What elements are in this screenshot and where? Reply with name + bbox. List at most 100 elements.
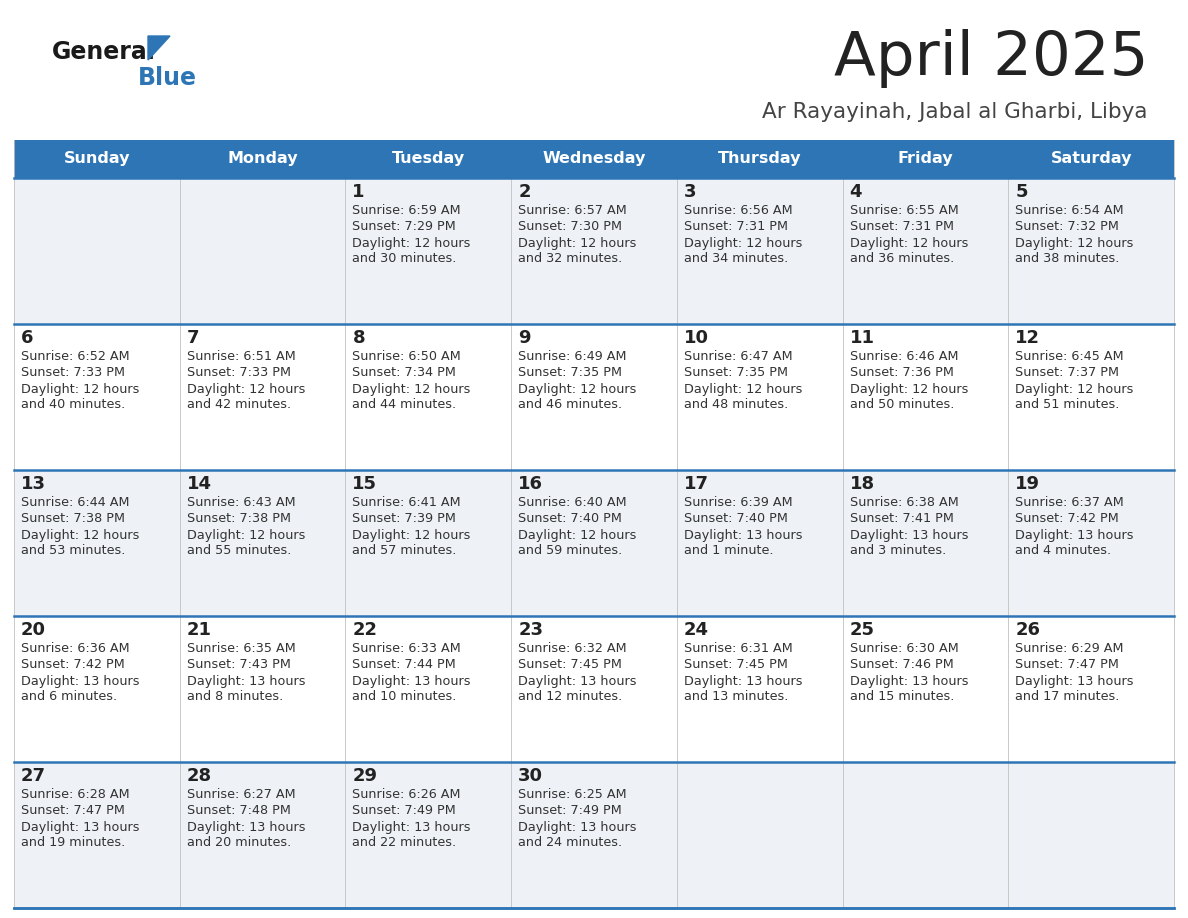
Text: Sunset: 7:35 PM: Sunset: 7:35 PM: [518, 366, 623, 379]
Text: 25: 25: [849, 621, 874, 639]
Text: Sunrise: 6:35 AM: Sunrise: 6:35 AM: [187, 643, 296, 655]
Text: 9: 9: [518, 329, 531, 347]
Text: Daylight: 13 hours: Daylight: 13 hours: [187, 675, 305, 688]
Text: Daylight: 12 hours: Daylight: 12 hours: [353, 237, 470, 250]
Text: and 57 minutes.: and 57 minutes.: [353, 544, 457, 557]
Text: Daylight: 12 hours: Daylight: 12 hours: [353, 529, 470, 542]
Text: Daylight: 12 hours: Daylight: 12 hours: [518, 237, 637, 250]
Text: and 42 minutes.: and 42 minutes.: [187, 398, 291, 411]
Text: and 4 minutes.: and 4 minutes.: [1016, 544, 1112, 557]
Text: Wednesday: Wednesday: [542, 151, 646, 166]
Text: Sunset: 7:43 PM: Sunset: 7:43 PM: [187, 658, 291, 671]
Text: Daylight: 13 hours: Daylight: 13 hours: [849, 675, 968, 688]
Text: Daylight: 13 hours: Daylight: 13 hours: [21, 821, 139, 834]
Text: Sunset: 7:33 PM: Sunset: 7:33 PM: [187, 366, 291, 379]
Text: Daylight: 12 hours: Daylight: 12 hours: [353, 383, 470, 396]
Text: Blue: Blue: [138, 66, 197, 90]
Text: Monday: Monday: [227, 151, 298, 166]
Text: Daylight: 12 hours: Daylight: 12 hours: [1016, 383, 1133, 396]
Text: Sunrise: 6:59 AM: Sunrise: 6:59 AM: [353, 205, 461, 218]
Text: 6: 6: [21, 329, 33, 347]
Text: and 20 minutes.: and 20 minutes.: [187, 836, 291, 849]
Text: and 30 minutes.: and 30 minutes.: [353, 252, 457, 265]
Text: Ar Rayayinah, Jabal al Gharbi, Libya: Ar Rayayinah, Jabal al Gharbi, Libya: [763, 102, 1148, 122]
Text: 8: 8: [353, 329, 365, 347]
Text: 26: 26: [1016, 621, 1041, 639]
Text: 16: 16: [518, 475, 543, 493]
Bar: [14, 470, 1174, 616]
Text: Daylight: 13 hours: Daylight: 13 hours: [353, 821, 470, 834]
Text: Sunset: 7:29 PM: Sunset: 7:29 PM: [353, 220, 456, 233]
Text: Daylight: 12 hours: Daylight: 12 hours: [849, 383, 968, 396]
Text: Thursday: Thursday: [718, 151, 802, 166]
Text: and 24 minutes.: and 24 minutes.: [518, 836, 623, 849]
Text: Sunrise: 6:43 AM: Sunrise: 6:43 AM: [187, 497, 296, 509]
Text: Sunset: 7:44 PM: Sunset: 7:44 PM: [353, 658, 456, 671]
Text: Daylight: 13 hours: Daylight: 13 hours: [684, 529, 802, 542]
Text: and 10 minutes.: and 10 minutes.: [353, 690, 457, 703]
Text: Sunset: 7:47 PM: Sunset: 7:47 PM: [1016, 658, 1119, 671]
Text: Sunset: 7:33 PM: Sunset: 7:33 PM: [21, 366, 125, 379]
Text: Daylight: 12 hours: Daylight: 12 hours: [21, 529, 139, 542]
Text: 7: 7: [187, 329, 200, 347]
Text: and 13 minutes.: and 13 minutes.: [684, 690, 788, 703]
Text: 4: 4: [849, 183, 862, 201]
Text: 15: 15: [353, 475, 378, 493]
Text: Sunrise: 6:40 AM: Sunrise: 6:40 AM: [518, 497, 627, 509]
Text: and 32 minutes.: and 32 minutes.: [518, 252, 623, 265]
Text: Daylight: 13 hours: Daylight: 13 hours: [849, 529, 968, 542]
Text: 27: 27: [21, 767, 46, 785]
Text: Daylight: 12 hours: Daylight: 12 hours: [518, 529, 637, 542]
Text: Sunset: 7:49 PM: Sunset: 7:49 PM: [353, 804, 456, 818]
Text: Sunset: 7:30 PM: Sunset: 7:30 PM: [518, 220, 623, 233]
Text: Daylight: 12 hours: Daylight: 12 hours: [518, 383, 637, 396]
Text: Sunset: 7:35 PM: Sunset: 7:35 PM: [684, 366, 788, 379]
Text: Sunrise: 6:36 AM: Sunrise: 6:36 AM: [21, 643, 129, 655]
Text: Sunset: 7:32 PM: Sunset: 7:32 PM: [1016, 220, 1119, 233]
Text: Sunrise: 6:29 AM: Sunrise: 6:29 AM: [1016, 643, 1124, 655]
Text: and 19 minutes.: and 19 minutes.: [21, 836, 125, 849]
Text: Sunrise: 6:37 AM: Sunrise: 6:37 AM: [1016, 497, 1124, 509]
Text: Daylight: 13 hours: Daylight: 13 hours: [21, 675, 139, 688]
Text: Sunday: Sunday: [64, 151, 131, 166]
Text: Daylight: 12 hours: Daylight: 12 hours: [849, 237, 968, 250]
Polygon shape: [148, 36, 170, 60]
Text: 21: 21: [187, 621, 211, 639]
Text: 20: 20: [21, 621, 46, 639]
Text: Daylight: 13 hours: Daylight: 13 hours: [1016, 529, 1133, 542]
Text: Saturday: Saturday: [1050, 151, 1132, 166]
Text: Sunrise: 6:38 AM: Sunrise: 6:38 AM: [849, 497, 959, 509]
Text: Sunset: 7:34 PM: Sunset: 7:34 PM: [353, 366, 456, 379]
Text: Sunrise: 6:50 AM: Sunrise: 6:50 AM: [353, 351, 461, 364]
Text: Sunrise: 6:27 AM: Sunrise: 6:27 AM: [187, 789, 296, 801]
Text: Sunset: 7:47 PM: Sunset: 7:47 PM: [21, 804, 125, 818]
Text: Sunrise: 6:56 AM: Sunrise: 6:56 AM: [684, 205, 792, 218]
Text: and 48 minutes.: and 48 minutes.: [684, 398, 788, 411]
Text: 10: 10: [684, 329, 709, 347]
Text: 29: 29: [353, 767, 378, 785]
Text: Friday: Friday: [898, 151, 953, 166]
Text: and 15 minutes.: and 15 minutes.: [849, 690, 954, 703]
Text: 2: 2: [518, 183, 531, 201]
Text: and 22 minutes.: and 22 minutes.: [353, 836, 456, 849]
Text: Sunrise: 6:32 AM: Sunrise: 6:32 AM: [518, 643, 627, 655]
Text: Sunrise: 6:30 AM: Sunrise: 6:30 AM: [849, 643, 959, 655]
Text: Sunset: 7:42 PM: Sunset: 7:42 PM: [1016, 512, 1119, 525]
Text: and 38 minutes.: and 38 minutes.: [1016, 252, 1119, 265]
Text: Sunrise: 6:46 AM: Sunrise: 6:46 AM: [849, 351, 958, 364]
Bar: [14, 616, 1174, 762]
Text: Sunset: 7:48 PM: Sunset: 7:48 PM: [187, 804, 291, 818]
Text: and 17 minutes.: and 17 minutes.: [1016, 690, 1119, 703]
Text: Sunset: 7:36 PM: Sunset: 7:36 PM: [849, 366, 954, 379]
Bar: [14, 140, 1174, 178]
Text: Daylight: 13 hours: Daylight: 13 hours: [518, 821, 637, 834]
Text: 12: 12: [1016, 329, 1041, 347]
Text: Daylight: 13 hours: Daylight: 13 hours: [353, 675, 470, 688]
Text: Daylight: 12 hours: Daylight: 12 hours: [21, 383, 139, 396]
Text: Sunrise: 6:28 AM: Sunrise: 6:28 AM: [21, 789, 129, 801]
Text: 28: 28: [187, 767, 211, 785]
Text: and 1 minute.: and 1 minute.: [684, 544, 773, 557]
Text: Sunset: 7:38 PM: Sunset: 7:38 PM: [187, 512, 291, 525]
Text: Sunset: 7:40 PM: Sunset: 7:40 PM: [518, 512, 623, 525]
Text: and 8 minutes.: and 8 minutes.: [187, 690, 283, 703]
